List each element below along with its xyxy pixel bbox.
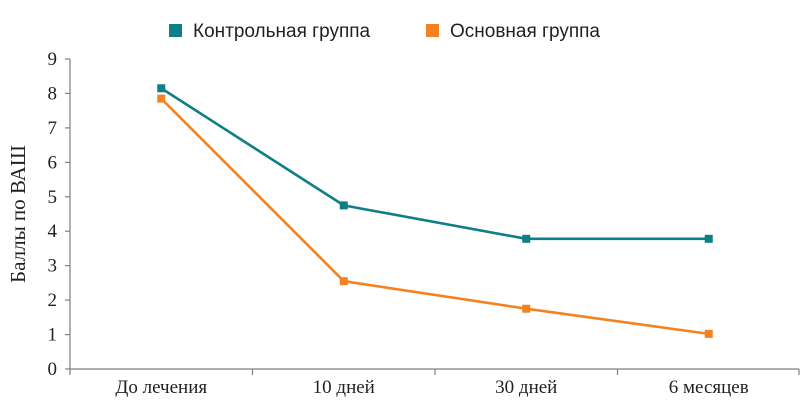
y-tick-label: 2 bbox=[48, 290, 58, 311]
legend-label: Основная группа bbox=[450, 21, 600, 42]
legend-item: Основная группа bbox=[426, 21, 600, 42]
data-point bbox=[704, 234, 713, 243]
series-2 bbox=[157, 94, 713, 338]
data-point bbox=[339, 201, 348, 210]
y-tick-label: 5 bbox=[48, 187, 58, 208]
legend-swatch bbox=[426, 24, 439, 37]
y-tick-label: 4 bbox=[48, 221, 58, 242]
y-tick-label: 3 bbox=[48, 256, 58, 277]
y-tick-label: 9 bbox=[48, 49, 58, 70]
y-tick-label: 1 bbox=[48, 325, 58, 346]
x-tick-label: 6 месяцев bbox=[669, 377, 749, 398]
data-point bbox=[339, 277, 348, 286]
series-line bbox=[160, 97, 709, 336]
data-point bbox=[522, 304, 531, 313]
series-line bbox=[160, 87, 709, 241]
y-axis-title: Баллы по ВАШ bbox=[6, 145, 30, 283]
y-tick-label: 0 bbox=[48, 359, 58, 380]
y-tick-label: 7 bbox=[48, 118, 58, 139]
legend: Контрольная группа Основная группа bbox=[169, 21, 600, 42]
series-1 bbox=[157, 84, 713, 243]
data-point bbox=[522, 234, 531, 243]
series-layer bbox=[157, 84, 713, 338]
legend-item: Контрольная группа bbox=[169, 21, 371, 42]
legend-label: Контрольная группа bbox=[193, 21, 371, 42]
data-point bbox=[704, 329, 713, 338]
x-tick-label: До лечения bbox=[115, 377, 207, 398]
data-point bbox=[157, 94, 166, 103]
axes: 0 1 2 3 4 5 6 7 8 9 До лечения 10 дней 30 дней 6 меся… bbox=[48, 49, 800, 398]
legend-swatch bbox=[169, 24, 182, 37]
data-point bbox=[157, 84, 166, 93]
x-tick-label: 30 дней bbox=[495, 377, 557, 398]
x-tick-label: 10 дней bbox=[313, 377, 375, 398]
y-tick-label: 8 bbox=[48, 83, 58, 104]
y-tick-label: 6 bbox=[48, 152, 58, 173]
